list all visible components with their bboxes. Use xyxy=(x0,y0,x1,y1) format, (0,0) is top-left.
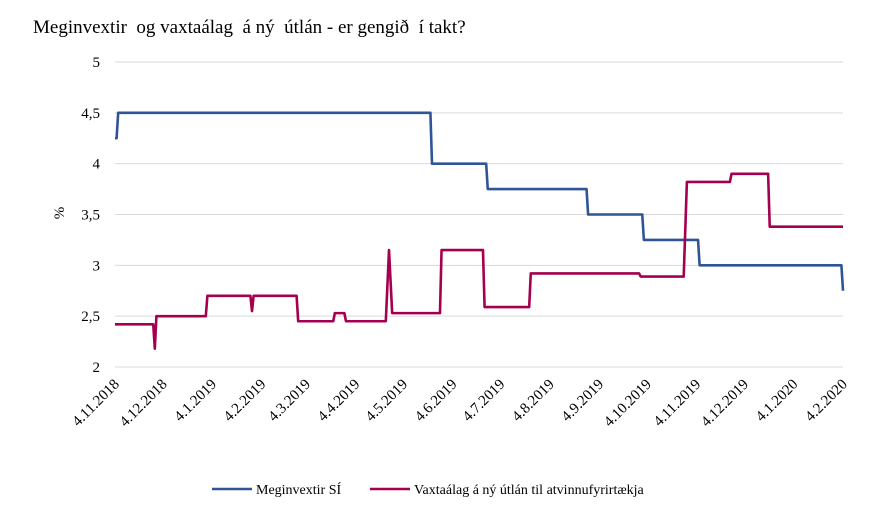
x-tick-label: 4.11.2019 xyxy=(651,377,704,430)
x-tick-label: 4.11.2018 xyxy=(69,377,122,430)
x-tick-label: 4.10.2019 xyxy=(601,377,655,431)
x-tick-label: 4.6.2019 xyxy=(412,377,460,425)
y-tick-label: 4,5 xyxy=(81,106,100,122)
x-tick-label: 4.5.2019 xyxy=(363,377,411,425)
x-tick-label: 4.12.2018 xyxy=(117,377,171,431)
y-axis: 2 2,5 3 3,5 4 4,5 5 xyxy=(81,55,100,376)
y-tick-label: 2 xyxy=(93,360,101,376)
x-tick-label: 4.1.2020 xyxy=(753,377,801,425)
gridlines xyxy=(115,61,843,368)
y-tick-label: 3,5 xyxy=(81,208,100,224)
x-tick-label: 4.9.2019 xyxy=(559,377,607,425)
series-line-meginvextir xyxy=(115,111,845,291)
series-lines xyxy=(115,111,845,351)
x-tick-label: 4.8.2019 xyxy=(509,377,557,425)
x-tick-label: 4.7.2019 xyxy=(460,377,508,425)
legend-label: Meginvextir SÍ xyxy=(256,481,341,498)
series-line-vaxtaalag xyxy=(115,172,843,351)
chart-title: Meginvextir og vaxtaálag á ný útlán - er… xyxy=(33,17,466,38)
x-tick-label: 4.4.2019 xyxy=(315,377,363,425)
y-tick-label: 2,5 xyxy=(81,309,100,325)
x-tick-label: 4.1.2019 xyxy=(172,377,220,425)
x-tick-label: 4.2.2020 xyxy=(802,377,850,425)
legend-label: Vaxtaálag á ný útlán til atvinnufyrirtæk… xyxy=(414,483,645,498)
y-tick-label: 3 xyxy=(93,258,101,274)
y-tick-label: 4 xyxy=(93,157,101,173)
legend: Meginvextir SÍ Vaxtaálag á ný útlán til a… xyxy=(212,481,645,498)
x-tick-label: 4.3.2019 xyxy=(266,377,314,425)
x-tick-label: 4.12.2019 xyxy=(698,377,752,431)
y-axis-label: % xyxy=(52,207,68,220)
y-tick-label: 5 xyxy=(93,55,101,71)
x-tick-label: 4.2.2019 xyxy=(221,377,269,425)
